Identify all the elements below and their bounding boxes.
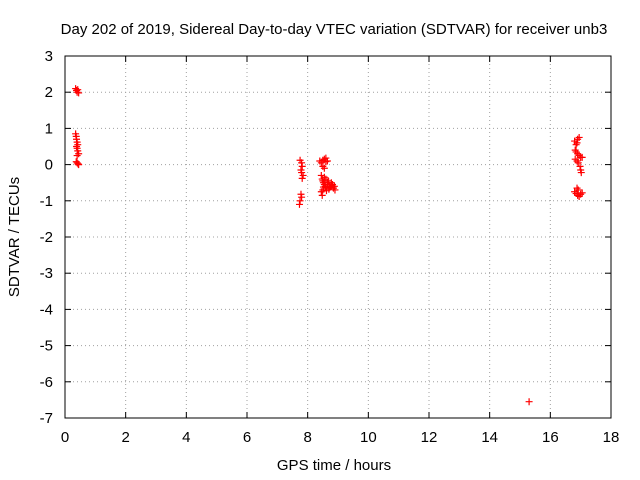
x-tick-label: 12 xyxy=(421,429,438,446)
data-point xyxy=(574,186,582,194)
data-point xyxy=(573,139,581,147)
y-tick-label: -7 xyxy=(40,410,53,427)
x-tick-label: 8 xyxy=(303,429,311,446)
data-point xyxy=(298,193,306,201)
data-point xyxy=(298,159,306,167)
y-tick-label: -5 xyxy=(40,338,53,355)
data-point xyxy=(578,153,586,161)
y-tick-label: 0 xyxy=(45,157,53,174)
x-tick-label: 0 xyxy=(61,429,69,446)
x-tick-label: 18 xyxy=(603,429,620,446)
y-tick-label: -3 xyxy=(40,265,53,282)
y-tick-label: -6 xyxy=(40,374,53,391)
data-point xyxy=(318,191,326,199)
x-axis-label: GPS time / hours xyxy=(277,457,391,474)
data-point xyxy=(574,159,582,167)
data-point xyxy=(325,185,333,193)
data-point xyxy=(320,173,328,181)
data-point xyxy=(74,160,82,168)
y-tick-label: 3 xyxy=(45,48,53,65)
data-points xyxy=(72,85,586,406)
data-point xyxy=(323,157,331,165)
data-point xyxy=(322,158,330,166)
x-tick-label: 10 xyxy=(360,429,377,446)
data-point xyxy=(578,189,586,197)
data-point xyxy=(73,152,81,160)
chart-title: Day 202 of 2019, Sidereal Day-to-day VTE… xyxy=(61,21,608,38)
data-point xyxy=(330,182,338,190)
x-tick-label: 2 xyxy=(121,429,129,446)
data-point xyxy=(75,161,83,169)
y-tick-label: -4 xyxy=(40,301,53,318)
data-point xyxy=(73,143,81,150)
y-tick-label: 2 xyxy=(45,84,53,101)
data-point xyxy=(577,169,585,177)
data-point xyxy=(296,197,304,205)
data-point xyxy=(525,398,533,406)
grid xyxy=(65,56,611,418)
data-point xyxy=(572,141,580,149)
data-point xyxy=(320,164,328,172)
x-tick-label: 14 xyxy=(481,429,498,446)
data-point xyxy=(298,174,306,182)
data-point xyxy=(73,159,81,167)
x-tick-label: 4 xyxy=(182,429,190,446)
data-point xyxy=(331,186,339,194)
data-point xyxy=(74,86,82,94)
data-point xyxy=(319,183,327,191)
data-point xyxy=(577,190,585,198)
y-tick-label: -2 xyxy=(40,229,53,246)
data-point xyxy=(575,133,583,141)
data-point xyxy=(317,188,325,196)
data-point xyxy=(574,191,582,199)
data-point xyxy=(295,200,303,208)
y-axis-label: SDTVAR / TECUs xyxy=(6,177,23,297)
data-point xyxy=(327,179,335,187)
x-tick-label: 6 xyxy=(243,429,251,446)
y-tick-label: -1 xyxy=(40,193,53,210)
y-tick-label: 1 xyxy=(45,120,53,137)
x-tick-label: 16 xyxy=(542,429,559,446)
data-point xyxy=(298,162,306,170)
data-point xyxy=(75,89,83,97)
data-point xyxy=(576,162,584,170)
